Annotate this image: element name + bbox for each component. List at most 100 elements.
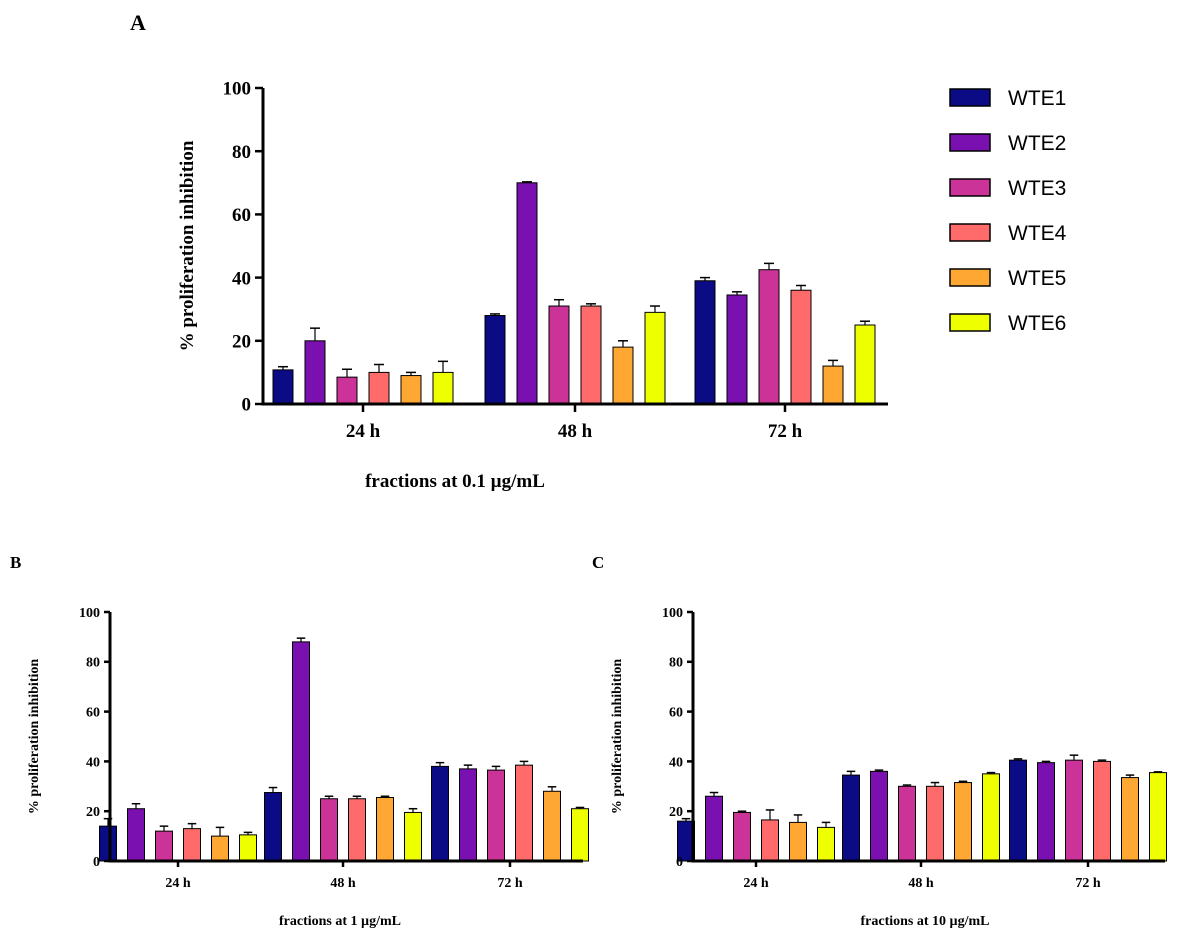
x-tick-label: 72 h: [768, 421, 803, 442]
x-axis-label: fractions at 1 µg/mL: [279, 914, 401, 929]
bar-WTE2-72h: [459, 768, 477, 862]
panel-label: C: [592, 553, 604, 572]
bar-WTE4-72h: [1093, 760, 1111, 862]
bar-WTE2-72h: [726, 294, 748, 405]
legend-label: WTE2: [1008, 132, 1066, 155]
y-tick-label: 0: [676, 855, 683, 870]
bar-WTE3-72h: [1065, 759, 1083, 862]
panel-label: A: [130, 10, 146, 35]
bar-WTE5-24h: [211, 835, 229, 862]
y-tick-label: 20: [86, 805, 100, 820]
x-axis-label: fractions at 10 µg/mL: [861, 914, 990, 929]
legend-label: WTE6: [1008, 312, 1066, 335]
x-tick-label: 72 h: [497, 876, 523, 891]
bar-WTE2-48h: [292, 641, 310, 862]
legend-label: WTE3: [1008, 177, 1066, 200]
bar-WTE5-72h: [1121, 777, 1139, 862]
bar-WTE5-48h: [954, 782, 972, 862]
bar-WTE5-48h: [376, 797, 394, 862]
y-axis-label: % proliferation inhibition: [610, 659, 625, 815]
legend-label: WTE5: [1008, 267, 1066, 290]
bar-WTE1-72h: [694, 280, 716, 405]
bar-WTE3-48h: [320, 798, 338, 862]
bar-WTE5-24h: [400, 375, 422, 405]
y-tick-label: 0: [242, 395, 252, 416]
y-tick-label: 80: [669, 656, 683, 671]
bar-WTE2-48h: [516, 182, 538, 405]
y-tick-label: 40: [86, 755, 100, 770]
y-tick-label: 60: [232, 205, 251, 226]
legend-label: WTE1: [1008, 87, 1066, 110]
y-tick-label: 0: [93, 855, 100, 870]
bar-WTE4-24h: [183, 828, 201, 862]
bar-WTE3-24h: [733, 811, 751, 862]
legend-swatch: [949, 223, 991, 242]
legend-label: WTE4: [1008, 222, 1067, 245]
x-tick-label: 48 h: [330, 876, 356, 891]
bar-WTE6-48h: [644, 311, 666, 405]
bar-WTE1-72h: [1009, 759, 1027, 862]
bar-WTE6-48h: [982, 773, 1000, 862]
bar-WTE1-48h: [484, 315, 506, 405]
legend-swatch: [949, 133, 991, 152]
bar-WTE6-72h: [854, 324, 876, 405]
panel-C: C 0 20 40 60 80 100 24 h 48 h 72 h fractions at 10…: [592, 553, 1167, 929]
legend-swatch: [949, 88, 991, 107]
bar-WTE1-24h: [99, 825, 117, 862]
bar-WTE3-24h: [336, 376, 358, 405]
panel-label: B: [10, 553, 21, 572]
bar-WTE2-24h: [127, 808, 145, 862]
y-axis-label: % proliferation inhibition: [27, 659, 42, 815]
x-tick-label: 48 h: [908, 876, 934, 891]
bar-WTE4-72h: [790, 289, 812, 405]
bar-WTE1-72h: [431, 765, 449, 862]
panel-B: B 0 20 40 60 80 100 24 h 48 h 72 h fractions at 1 …: [10, 553, 589, 929]
bar-WTE2-72h: [1037, 762, 1055, 862]
y-tick-label: 60: [669, 706, 683, 721]
y-tick-label: 80: [86, 656, 100, 671]
y-tick-label: 100: [223, 79, 252, 100]
bar-WTE6-24h: [239, 834, 257, 862]
bar-WTE6-24h: [817, 826, 835, 862]
legend-swatch: [949, 178, 991, 197]
bar-WTE3-48h: [898, 785, 916, 862]
x-tick-label: 24 h: [165, 876, 191, 891]
x-tick-label: 72 h: [1075, 876, 1101, 891]
bar-WTE1-48h: [842, 774, 860, 862]
x-tick-label: 24 h: [346, 421, 381, 442]
y-tick-label: 100: [79, 606, 100, 621]
bar-WTE5-48h: [612, 346, 634, 405]
bar-WTE6-24h: [432, 371, 454, 405]
bar-WTE4-72h: [515, 764, 533, 862]
legend-swatch: [949, 313, 991, 332]
bar-WTE6-72h: [1149, 772, 1167, 862]
panel-A: A 0 20 40 60 80 100 24 h 48 h 72 h fractions at 0.…: [130, 10, 888, 492]
y-tick-label: 60: [86, 706, 100, 721]
bar-WTE5-24h: [789, 821, 807, 862]
bar-WTE4-24h: [761, 819, 779, 862]
bar-WTE5-72h: [822, 365, 844, 405]
legend: WTE1 WTE2 WTE3 WTE4 WTE5 WTE6: [949, 87, 1067, 335]
x-axis-label: fractions at 0.1 µg/mL: [365, 471, 545, 492]
bar-WTE3-72h: [758, 269, 780, 405]
bar-WTE3-24h: [155, 830, 173, 862]
x-tick-label: 24 h: [743, 876, 769, 891]
bar-WTE2-24h: [705, 795, 723, 862]
bar-WTE3-48h: [548, 305, 570, 405]
y-tick-label: 40: [669, 755, 683, 770]
y-tick-label: 80: [232, 142, 251, 163]
bar-WTE6-72h: [571, 808, 589, 862]
bar-WTE3-72h: [487, 769, 505, 862]
bar-WTE6-48h: [404, 811, 422, 862]
bar-WTE4-48h: [348, 798, 366, 862]
bar-WTE5-72h: [543, 790, 561, 862]
bar-WTE1-48h: [264, 792, 282, 862]
bar-WTE4-48h: [580, 305, 602, 405]
bar-WTE1-24h: [272, 369, 294, 405]
y-tick-label: 20: [669, 805, 683, 820]
y-axis-label: % proliferation inhibition: [177, 140, 198, 351]
bar-WTE4-48h: [926, 785, 944, 862]
y-tick-label: 40: [232, 268, 251, 289]
bar-WTE2-24h: [304, 340, 326, 405]
